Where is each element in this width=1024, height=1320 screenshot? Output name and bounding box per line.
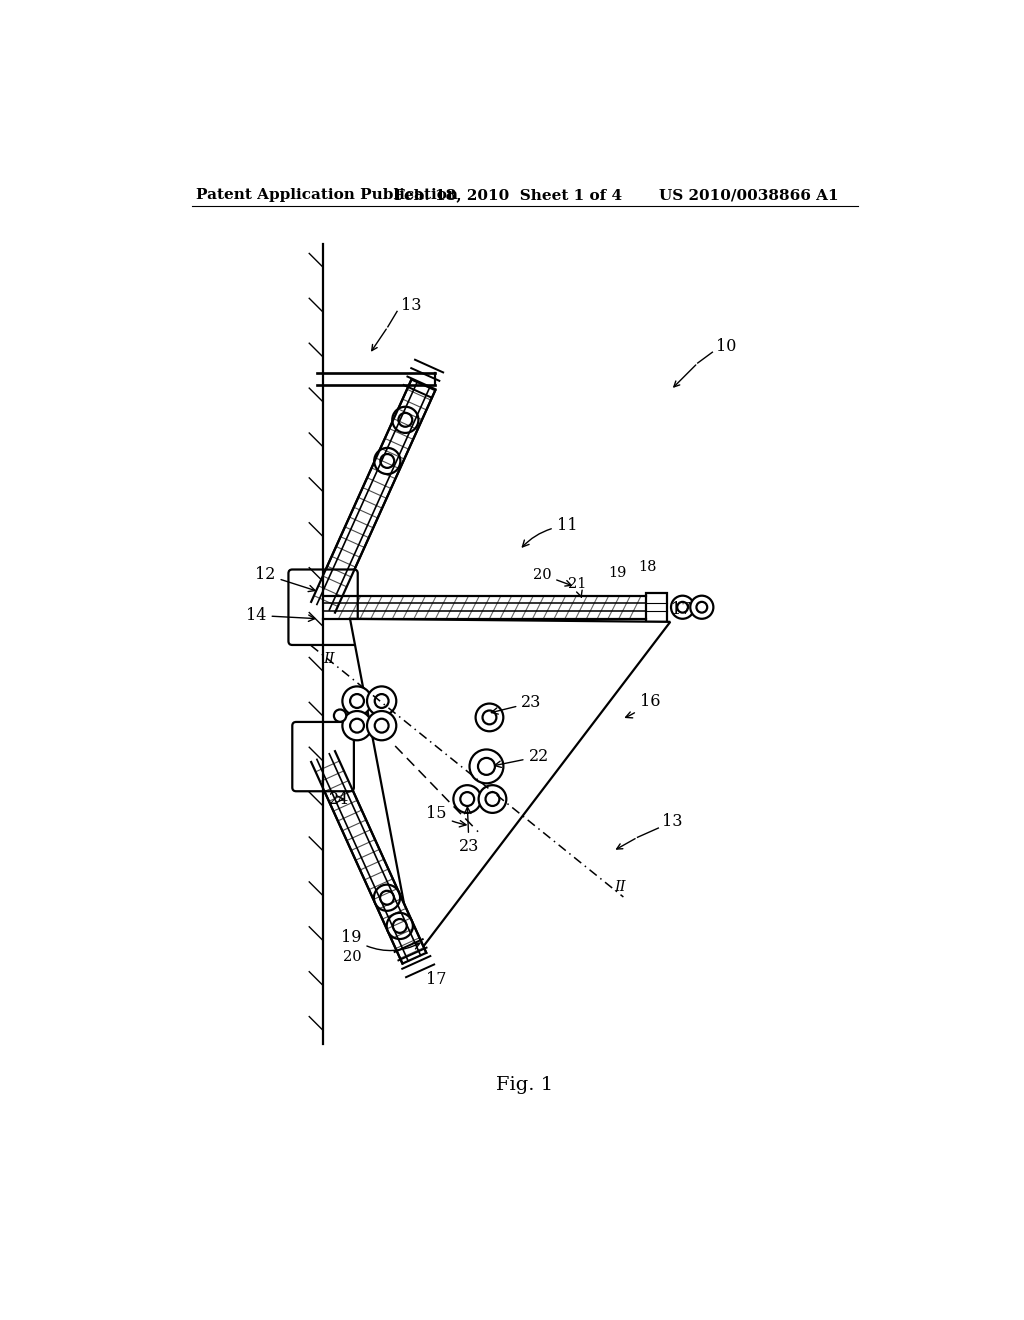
Circle shape [374, 447, 400, 474]
Circle shape [478, 785, 506, 813]
Circle shape [334, 709, 346, 722]
Text: 22: 22 [495, 748, 549, 767]
FancyBboxPatch shape [289, 569, 357, 645]
Text: Patent Application Publication: Patent Application Publication [196, 189, 458, 202]
Circle shape [342, 686, 372, 715]
Polygon shape [311, 751, 426, 964]
Bar [645, 593, 668, 622]
Text: 12: 12 [255, 566, 315, 591]
Circle shape [454, 785, 481, 813]
Text: 13: 13 [401, 297, 422, 314]
Text: 19: 19 [341, 929, 420, 950]
Circle shape [374, 884, 400, 911]
Text: 17: 17 [672, 601, 692, 618]
Circle shape [387, 913, 413, 939]
Text: 20: 20 [532, 568, 571, 586]
Text: Feb. 18, 2010  Sheet 1 of 4: Feb. 18, 2010 Sheet 1 of 4 [394, 189, 622, 202]
Text: 10: 10 [716, 338, 736, 355]
Text: 16: 16 [626, 693, 660, 718]
Text: 18: 18 [638, 560, 656, 574]
Polygon shape [350, 619, 671, 958]
Polygon shape [311, 379, 435, 612]
FancyBboxPatch shape [292, 722, 354, 791]
Bar [324, 595, 645, 619]
Text: 11: 11 [522, 517, 578, 546]
Circle shape [690, 595, 714, 619]
Text: II: II [324, 652, 335, 665]
Circle shape [367, 711, 396, 741]
Circle shape [475, 704, 504, 731]
Circle shape [367, 686, 396, 715]
Text: US 2010/0038866 A1: US 2010/0038866 A1 [659, 189, 839, 202]
Text: 19: 19 [608, 566, 627, 579]
Circle shape [671, 595, 694, 619]
Text: 23: 23 [459, 808, 479, 855]
Circle shape [342, 711, 372, 741]
Text: 17: 17 [426, 972, 446, 989]
Circle shape [470, 750, 504, 783]
Text: 20: 20 [343, 949, 361, 964]
Text: 24: 24 [329, 791, 349, 808]
Text: 23: 23 [492, 694, 542, 714]
Text: 21: 21 [568, 577, 587, 597]
Text: II: II [614, 880, 626, 894]
Text: 14: 14 [246, 607, 315, 624]
Text: 15: 15 [426, 805, 466, 826]
Circle shape [392, 407, 419, 433]
Text: Fig. 1: Fig. 1 [497, 1076, 553, 1094]
Text: 13: 13 [663, 813, 683, 830]
